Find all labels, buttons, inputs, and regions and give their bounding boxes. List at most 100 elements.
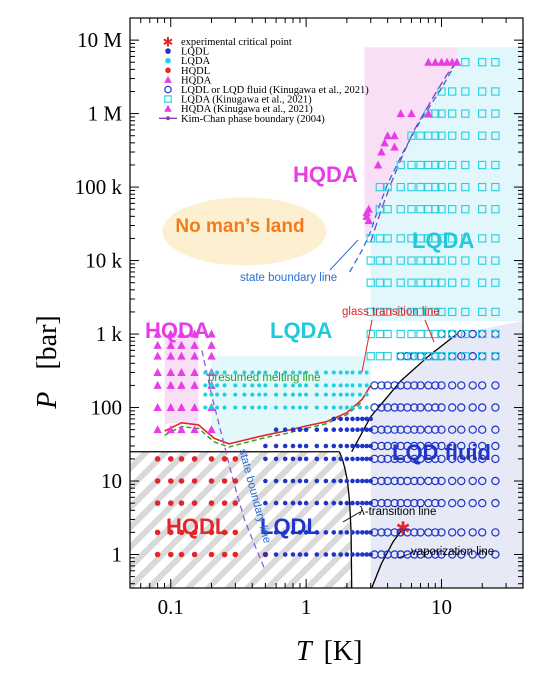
hqdl-point <box>221 478 228 484</box>
lqdl-point <box>368 416 374 422</box>
hqdl-label: HQDL <box>166 514 228 539</box>
y-tick-label: 1 <box>112 542 123 566</box>
lqdl-point <box>297 530 303 535</box>
lqda-point <box>250 370 255 375</box>
lqdl-point <box>273 478 279 484</box>
lqdl-point <box>364 552 370 557</box>
hqda-kinugawa-point <box>390 131 399 140</box>
lqda-kinugawa-point <box>491 256 500 265</box>
lqda-kinugawa-point <box>416 182 425 192</box>
lqda-point <box>338 392 343 397</box>
hqdl-point <box>178 500 185 506</box>
legend-marker-open-circle <box>164 85 172 94</box>
lqda-kinugawa-point <box>416 256 425 265</box>
hqda-kinugawa-point <box>431 57 440 66</box>
lqdl-point <box>303 478 309 484</box>
lqda-point <box>364 370 369 375</box>
legend-label: experimental critical point <box>181 37 292 48</box>
lqda-kinugawa-point <box>448 205 457 214</box>
lqda-kinugawa-point <box>448 329 457 339</box>
lqd-fluid-kinugawa-point <box>468 476 477 486</box>
lqdl-point <box>297 500 303 506</box>
lqdl-point <box>273 530 279 535</box>
hqda-kinugawa-point <box>424 57 433 66</box>
lqdl-point <box>303 443 309 449</box>
lqdl-point <box>364 416 370 422</box>
lqda-kinugawa-point <box>491 58 500 67</box>
lqd-fluid-kinugawa-point <box>478 425 487 434</box>
hqdl-point <box>191 500 198 506</box>
lqd-fluid-kinugawa-point <box>431 381 440 390</box>
lqda-kinugawa-point <box>461 278 470 287</box>
hqda-point <box>207 425 216 434</box>
legend: ✱ experimental critical pointLQDLLQDAHQDL… <box>159 36 369 125</box>
lqda-kinugawa-point <box>416 205 425 214</box>
hqdl-point <box>221 456 228 462</box>
lqd-fluid-kinugawa-point <box>478 381 487 390</box>
lqd-fluid-kinugawa-point <box>448 329 457 339</box>
lqda-point <box>203 392 208 397</box>
lqdl-point <box>323 552 329 557</box>
hqda-kinugawa-point <box>380 138 389 147</box>
lqda-kinugawa-point <box>437 278 446 287</box>
lqdl-point <box>273 427 279 433</box>
hqda-point <box>153 340 162 349</box>
lqda-point <box>250 405 255 410</box>
lqd-fluid-kinugawa-point <box>390 403 399 412</box>
lqda-kinugawa-point <box>478 329 487 339</box>
lqdl-point <box>344 530 350 535</box>
lqda-point <box>274 392 279 397</box>
lqdl-point <box>263 456 268 462</box>
lqd-fluid-label: LQD fluid <box>392 440 491 465</box>
lqda-point <box>215 405 220 410</box>
lqdl-point <box>331 427 337 433</box>
lqda-point <box>222 405 227 410</box>
lqd-fluid-kinugawa-point <box>457 441 466 451</box>
region-no-mans-land <box>162 197 327 266</box>
hqda-point <box>177 367 186 376</box>
lqda-kinugawa-point <box>407 205 416 214</box>
lqda-point <box>304 405 309 410</box>
lqda-point <box>283 383 288 388</box>
lqda-kinugawa-point <box>407 160 416 170</box>
lqda-kinugawa-point <box>437 352 446 361</box>
lqd-fluid-kinugawa-point <box>377 425 386 434</box>
lqdl-point <box>323 530 329 535</box>
lqdl-point <box>273 456 279 462</box>
lqda-point <box>364 383 369 388</box>
lqda-kinugawa-point <box>375 307 384 317</box>
lqd-fluid-kinugawa-point <box>416 441 425 451</box>
lqda-point <box>250 392 255 397</box>
lqda-point <box>358 383 362 388</box>
lqda-point <box>338 405 343 410</box>
lqd-fluid-kinugawa-point <box>390 498 399 508</box>
lqd-fluid-kinugawa-point <box>410 403 419 412</box>
lqda-point <box>304 383 309 388</box>
lqdl-point <box>323 443 329 449</box>
lqd-fluid-kinugawa-point <box>437 528 446 537</box>
hqda-kinugawa-point <box>377 147 386 156</box>
state-boundary-top-annotation: state boundary line <box>240 272 337 284</box>
lambda-transition-arrow <box>342 511 361 523</box>
lqda-kinugawa-point <box>431 352 440 361</box>
lqda-kinugawa-point <box>375 234 384 243</box>
lqd-fluid-kinugawa-point <box>457 528 466 537</box>
hqda-kinugawa-point <box>452 57 462 66</box>
lqda-point <box>358 405 362 410</box>
hqda-kinugawa-point <box>364 216 373 225</box>
lqda-point <box>274 370 279 375</box>
lqdl-point <box>360 443 365 449</box>
hqdl-point <box>154 456 161 462</box>
hqdl-point <box>221 551 228 558</box>
plot-frame <box>129 17 524 589</box>
hqda-point <box>166 367 175 376</box>
lqd-fluid-kinugawa-point <box>478 403 487 412</box>
lqdl-point <box>350 552 355 557</box>
lqda-kinugawa-point <box>375 278 384 287</box>
lqda-kinugawa-point <box>366 307 375 317</box>
lqdl-point <box>360 530 365 535</box>
lqdl-point <box>338 478 344 484</box>
hqda-point <box>190 340 199 349</box>
lqdl-point <box>263 552 268 557</box>
